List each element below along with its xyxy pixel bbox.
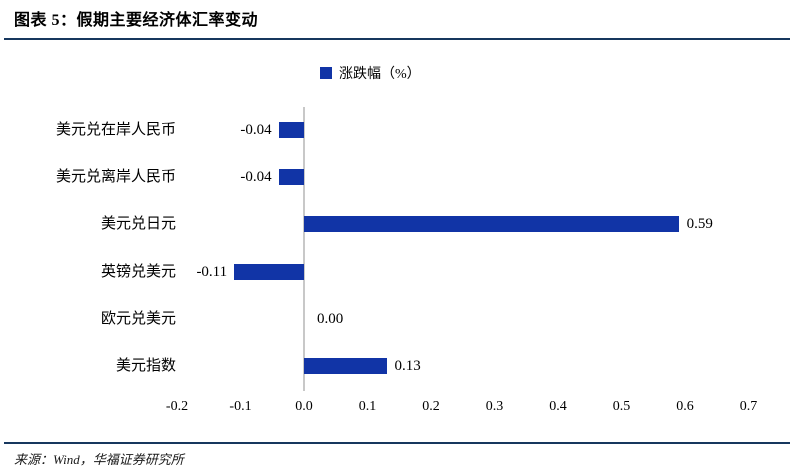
x-tick-label: 0.3 [485,399,504,414]
title-rule [4,38,790,40]
bar [304,216,679,233]
value-label: -0.11 [196,263,228,280]
category-label: 美元兑在岸人民币 [55,121,176,138]
x-tick-label: 0.2 [422,399,440,414]
bar [304,358,387,375]
bar [234,263,304,280]
bar [278,121,304,138]
x-tick-label: -0.1 [229,399,252,414]
value-label: -0.04 [240,168,272,185]
value-label: 0.59 [686,216,713,233]
x-tick-label: 0.7 [739,399,758,414]
category-label: 欧元兑美元 [100,310,176,327]
x-tick-label: 0.6 [676,399,694,414]
legend: 涨跌幅（%） [320,63,421,83]
value-label: -0.04 [240,121,272,138]
x-tick-label: 0.1 [358,399,377,414]
x-tick-label: 0.4 [549,399,567,414]
legend-label: 涨跌幅（%） [339,67,421,82]
x-tick-label: -0.2 [165,399,189,414]
category-label: 美元指数 [115,358,176,375]
figure-title: 图表 5：假期主要经济体汇率变动 [14,12,259,29]
footer-rule [4,442,790,444]
bar [278,168,304,185]
zero-axis-line [303,107,305,391]
value-label: 0.00 [317,310,344,327]
x-tick-label: 0.0 [295,399,313,414]
source-note: 来源：Wind，华福证券研究所 [14,452,184,467]
legend-swatch-icon [320,67,332,79]
x-tick-label: 0.5 [612,399,631,414]
category-label: 美元兑日元 [100,216,176,233]
category-label: 英镑兑美元 [100,263,176,280]
category-label: 美元兑离岸人民币 [55,168,176,185]
value-label: 0.13 [394,358,421,375]
